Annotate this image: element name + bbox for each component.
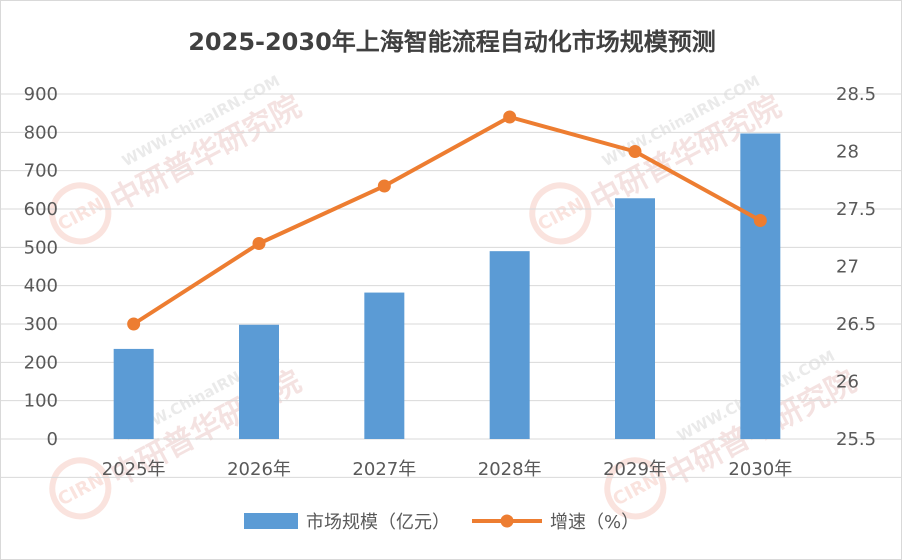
left-tick-label: 100 bbox=[24, 391, 58, 412]
x-axis: 2025年 2026年 2027年 2028年 2029年 2030年 bbox=[102, 459, 792, 480]
bar bbox=[740, 133, 781, 439]
right-tick-label: 28.5 bbox=[836, 84, 876, 105]
right-tick-label: 26.5 bbox=[836, 314, 876, 335]
chart-title: 2025-2030年上海智能流程自动化市场规模预测 bbox=[188, 28, 716, 56]
legend-swatch-bar bbox=[244, 513, 298, 529]
watermark-logo-ring bbox=[49, 457, 112, 520]
watermark-logo: CIRN bbox=[535, 194, 588, 235]
line-point bbox=[127, 317, 141, 331]
bar bbox=[489, 251, 530, 439]
left-tick-label: 500 bbox=[24, 237, 58, 258]
left-tick-label: 800 bbox=[24, 122, 58, 143]
right-tick-label: 27.5 bbox=[836, 199, 876, 220]
legend-marker-line bbox=[500, 514, 514, 528]
legend: 市场规模（亿元） 增速（%） bbox=[244, 512, 639, 533]
x-tick-label: 2025年 bbox=[102, 459, 166, 480]
x-tick-label: 2028年 bbox=[478, 459, 542, 480]
line-series bbox=[127, 110, 767, 331]
watermark-logo-ring bbox=[529, 182, 592, 245]
right-axis: 25.5 26 26.5 27 27.5 28 28.5 bbox=[836, 84, 876, 450]
watermark-logo: CIRN bbox=[55, 469, 108, 510]
line-point bbox=[503, 110, 517, 124]
x-tick-label: 2029年 bbox=[603, 459, 667, 480]
legend-label-bar: 市场规模（亿元） bbox=[306, 512, 450, 533]
right-tick-label: 27 bbox=[836, 257, 859, 278]
watermark-logo: CIRN bbox=[55, 194, 108, 235]
right-tick-label: 26 bbox=[836, 372, 859, 393]
left-tick-label: 600 bbox=[24, 199, 58, 220]
line-point bbox=[753, 214, 767, 227]
right-tick-label: 28 bbox=[836, 142, 859, 163]
bar-series bbox=[113, 133, 781, 439]
left-axis: 0 100 200 300 400 500 600 700 800 900 bbox=[24, 84, 58, 450]
left-tick-label: 900 bbox=[24, 84, 58, 105]
bar bbox=[364, 292, 405, 439]
left-tick-label: 700 bbox=[24, 161, 58, 182]
bar bbox=[615, 198, 655, 439]
right-tick-label: 25.5 bbox=[836, 429, 876, 450]
left-tick-label: 400 bbox=[24, 276, 58, 297]
line-point bbox=[628, 145, 642, 158]
bar bbox=[113, 348, 154, 439]
x-tick-label: 2026年 bbox=[227, 459, 291, 480]
line-point bbox=[252, 237, 266, 250]
x-tick-label: 2030年 bbox=[728, 459, 792, 480]
left-tick-label: 0 bbox=[47, 429, 58, 450]
line-path bbox=[132, 115, 762, 326]
watermark-logo-ring bbox=[49, 182, 112, 245]
left-tick-label: 200 bbox=[24, 352, 58, 373]
watermark-layer: CIRN中研普华研究院WWW.ChinaIRN.COMCIRN中研普华研究院WW… bbox=[49, 72, 862, 520]
legend-label-line: 增速（%） bbox=[550, 512, 639, 533]
line-point bbox=[377, 179, 391, 193]
watermark-logo-ring bbox=[604, 457, 667, 520]
left-tick-label: 300 bbox=[24, 314, 58, 335]
bar bbox=[239, 324, 279, 439]
x-tick-label: 2027年 bbox=[352, 459, 416, 480]
